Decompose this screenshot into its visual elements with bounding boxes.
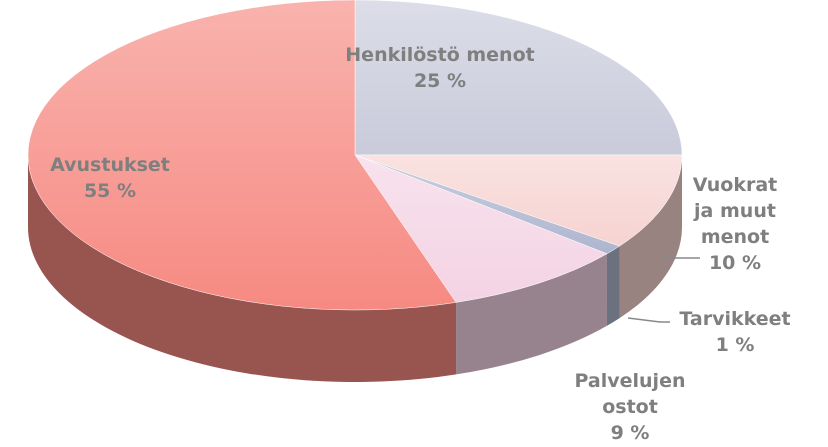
category-label: Avustukset (50, 154, 170, 176)
slice-label: Henkilöstö menot 25 % (345, 42, 535, 94)
slice-side (619, 155, 682, 319)
slice-side (606, 246, 620, 326)
slice-label: Vuokrat ja muut menot 10 % (680, 172, 790, 276)
slice-side-shade (619, 155, 682, 319)
value-label: 1 % (715, 334, 755, 356)
value-label: 25 % (413, 70, 467, 92)
slice-label: Tarvikkeet 1 % (660, 306, 810, 358)
category-label: Vuokrat ja muut menot (692, 174, 778, 248)
slice-side-shade (28, 155, 457, 382)
slice-side-shade (606, 246, 620, 326)
slice-shine (355, 155, 620, 254)
category-label: Palvelujen ostot (574, 370, 686, 418)
slice-shine (355, 0, 682, 155)
slice-shine (27, 0, 457, 310)
slice-side-shade (456, 253, 607, 375)
category-label: Tarvikkeet (679, 308, 791, 330)
slice-shine (355, 155, 607, 303)
category-label: Henkilöstö menot (345, 44, 535, 66)
value-label: 10 % (708, 252, 762, 274)
slice-label: Palvelujen ostot 9 % (545, 368, 715, 446)
slice-side (456, 253, 607, 375)
value-label: 9 % (610, 422, 650, 444)
slice-side (28, 155, 457, 382)
slice-label: Avustukset 55 % (15, 152, 205, 204)
leader-line (627, 317, 670, 323)
value-label: 55 % (83, 180, 137, 202)
slice-shine (355, 155, 682, 247)
